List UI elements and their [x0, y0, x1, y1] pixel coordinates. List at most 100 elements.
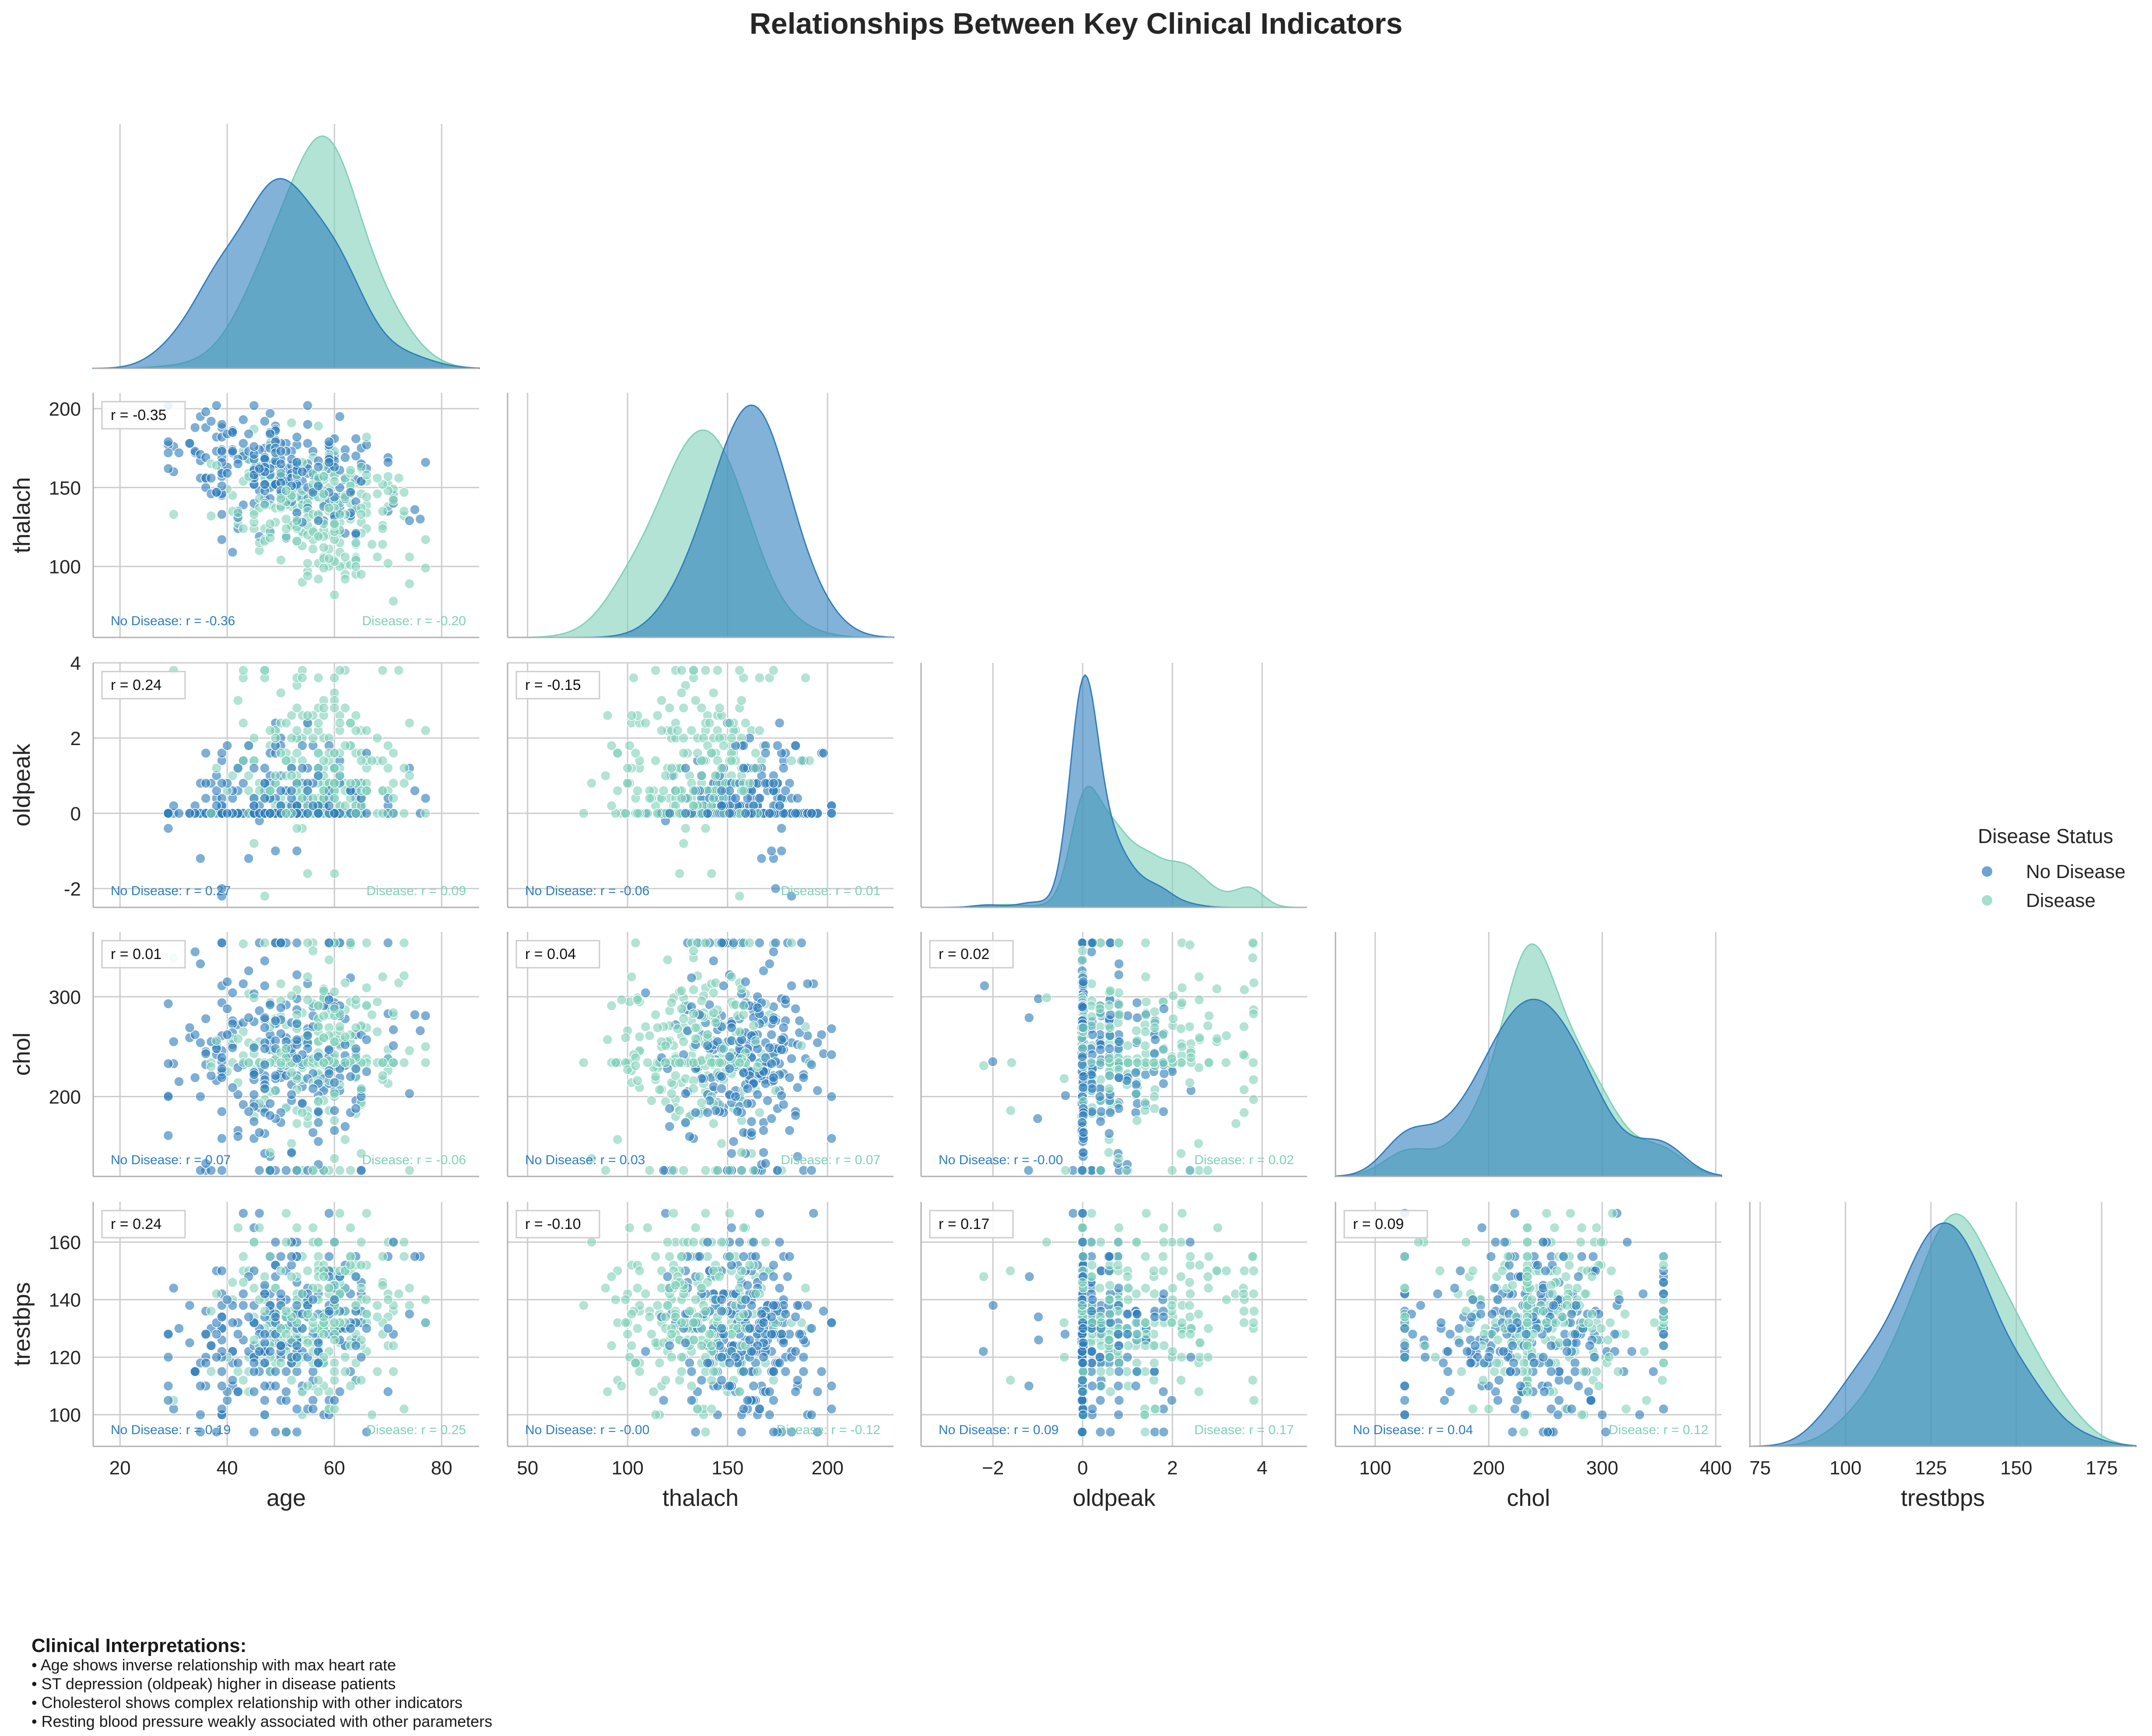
- scatter-point: [313, 1386, 324, 1397]
- scatter-point: [1184, 1300, 1195, 1311]
- scatter-point: [760, 748, 771, 759]
- scatter-point: [217, 883, 227, 894]
- scatter-point: [302, 1030, 313, 1041]
- scatter-point: [211, 1329, 222, 1340]
- panel-age-age: [92, 124, 480, 369]
- scatter-point: [1077, 1001, 1088, 1012]
- scatter-point: [206, 808, 217, 819]
- scatter-point: [286, 1271, 297, 1282]
- scatter-point: [372, 733, 383, 743]
- scatter-point: [313, 1001, 324, 1011]
- scatter-point: [281, 1043, 291, 1054]
- scatter-point: [674, 1105, 685, 1116]
- scatter-point: [259, 1012, 270, 1023]
- scatter-point: [340, 1057, 350, 1068]
- scatter-point: [372, 489, 383, 499]
- scatter-point: [768, 1260, 779, 1270]
- scatter-point: [1140, 938, 1151, 948]
- scatter-point: [778, 763, 789, 774]
- scatter-point: [1114, 1340, 1124, 1351]
- scatter-point: [308, 1165, 319, 1176]
- scatter-point: [254, 1208, 265, 1219]
- scatter-point: [233, 763, 243, 774]
- scatter-point: [1193, 1309, 1204, 1320]
- scatter-point: [286, 710, 297, 721]
- scatter-point: [270, 1427, 281, 1437]
- scatter-point: [319, 703, 329, 713]
- scatter-point: [329, 748, 340, 759]
- scatter-point: [286, 1138, 297, 1149]
- scatter-point: [754, 1404, 765, 1414]
- scatter-point: [340, 1366, 350, 1377]
- scatter-point: [345, 465, 356, 476]
- scatter-point: [313, 1337, 324, 1348]
- scatter-point: [812, 1037, 823, 1048]
- scatter-point: [217, 1381, 227, 1391]
- scatter-point: [656, 725, 667, 736]
- scatter-point: [211, 400, 222, 411]
- scatter-point: [806, 808, 817, 819]
- scatter-point: [233, 1033, 243, 1044]
- scatter-point: [790, 1003, 801, 1014]
- r-no-disease-label: No Disease: r = 0.07: [111, 1153, 231, 1167]
- scatter-point: [291, 703, 302, 713]
- r-no-disease-label: No Disease: r = 0.03: [525, 1153, 645, 1167]
- scatter-point: [1077, 955, 1088, 965]
- scatter-point: [1221, 1030, 1232, 1041]
- scatter-point: [1077, 1395, 1087, 1406]
- scatter-point: [383, 558, 393, 569]
- scatter-point: [286, 1251, 297, 1262]
- scatter-point: [1094, 1352, 1105, 1362]
- scatter-point: [802, 1300, 813, 1311]
- scatter-point: [254, 1165, 265, 1176]
- scatter-point: [648, 1386, 659, 1397]
- scatter-point: [754, 725, 765, 736]
- scatter-point: [243, 785, 254, 796]
- scatter-point: [758, 1147, 769, 1158]
- scatter-point: [1184, 1277, 1195, 1288]
- scatter-point: [826, 1317, 837, 1328]
- scatter-point: [784, 1251, 795, 1262]
- scatter-point: [259, 891, 270, 901]
- scatter-point: [367, 1009, 377, 1020]
- scatter-point: [249, 400, 259, 411]
- scatter-point: [578, 808, 589, 819]
- scatter-point: [1204, 1010, 1214, 1021]
- scatter-point: [706, 1340, 717, 1351]
- scatter-point: [1185, 1077, 1195, 1088]
- scatter-point: [281, 1237, 291, 1247]
- scatter-point: [690, 1033, 701, 1044]
- scatter-point: [313, 481, 324, 491]
- scatter-point: [302, 808, 313, 819]
- scatter-point: [377, 523, 388, 534]
- scatter-point: [654, 1358, 665, 1368]
- scatter-point: [1168, 990, 1178, 1001]
- scatter-point: [790, 808, 801, 819]
- scatter-point: [736, 1427, 747, 1437]
- scatter-point: [227, 446, 238, 457]
- scatter-point: [270, 1070, 281, 1081]
- scatter-point: [345, 938, 356, 948]
- scatter-point: [1113, 1103, 1124, 1114]
- scatter-point: [319, 755, 329, 766]
- scatter-point: [706, 748, 717, 759]
- scatter-point: [415, 514, 426, 525]
- scatter-point: [640, 1288, 651, 1299]
- scatter-point: [383, 471, 393, 482]
- scatter-point: [664, 1251, 675, 1262]
- scatter-point: [270, 1312, 281, 1322]
- scatter-point: [404, 770, 415, 781]
- scatter-point: [1166, 1054, 1177, 1064]
- scatter-point: [1114, 1358, 1125, 1368]
- scatter-point: [978, 1271, 989, 1282]
- scatter-point: [200, 406, 211, 417]
- scatter-point: [662, 955, 673, 965]
- scatter-point: [652, 1022, 663, 1033]
- scatter-point: [652, 808, 663, 819]
- scatter-point: [265, 518, 276, 529]
- scatter-point: [190, 1366, 200, 1377]
- scatter-point: [792, 1082, 803, 1093]
- scatter-point: [329, 1077, 340, 1088]
- scatter-point: [350, 1300, 361, 1311]
- scatter-point: [222, 1294, 233, 1305]
